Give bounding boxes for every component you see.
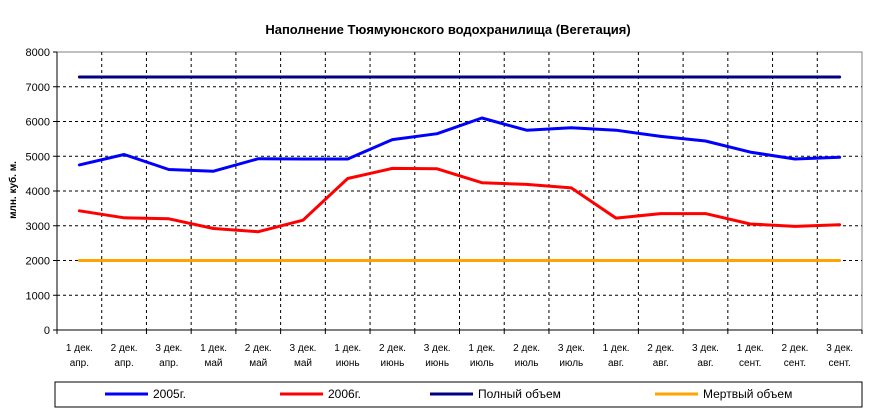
y-tick-label: 0 — [44, 325, 50, 337]
plot-area: 0 1000 2000 3000 4000 5000 6000 7000 8000 1 дек. а… — [26, 47, 863, 369]
x-tick-label: 1 дек. — [66, 343, 93, 354]
y-tick-label: 1000 — [26, 290, 50, 302]
x-tick-label-month: авг. — [653, 358, 669, 369]
x-tick-label-month: апр. — [70, 358, 89, 369]
x-tick-label-month: май — [294, 358, 312, 369]
chart-title: Наполнение Тюямуюнского водохранилища (В… — [265, 22, 630, 37]
x-tick-label-month: июль — [470, 358, 494, 369]
x-tick-label-month: июль — [515, 358, 539, 369]
x-tick-label-month: сент. — [828, 358, 850, 369]
x-tick-label: 2 дек. — [513, 343, 540, 354]
y-tick-label: 2000 — [26, 256, 50, 268]
y-tick-label: 5000 — [26, 151, 50, 163]
legend-label: Полный объем — [478, 387, 561, 401]
y-tick-label: 6000 — [26, 117, 50, 129]
x-tick-label: 3 дек. — [155, 343, 182, 354]
x-tick-label-month: июнь — [336, 358, 360, 369]
x-tick-label-month: апр. — [159, 358, 178, 369]
x-tick-label: 3 дек. — [424, 343, 451, 354]
x-tick-label: 2 дек. — [647, 343, 674, 354]
x-tick-label-month: авг. — [608, 358, 624, 369]
y-tick-label: 8000 — [26, 47, 50, 59]
y-tick-label: 7000 — [26, 82, 50, 94]
x-tick-label-month: июнь — [425, 358, 449, 369]
x-tick-label-month: апр. — [114, 358, 133, 369]
x-tick-label-month: май — [249, 358, 267, 369]
x-tick-label: 2 дек. — [781, 343, 808, 354]
legend-label: Мертвый объем — [703, 387, 792, 401]
x-tick-label: 3 дек. — [826, 343, 853, 354]
x-tick-label: 2 дек. — [245, 343, 272, 354]
x-tick-label: 3 дек. — [290, 343, 317, 354]
x-tick-label: 1 дек. — [603, 343, 630, 354]
x-tick-label: 3 дек. — [692, 343, 719, 354]
y-tick-label: 4000 — [26, 186, 50, 198]
legend-label: 2006г. — [328, 387, 361, 401]
x-tick-label: 2 дек. — [111, 343, 138, 354]
series-line-2 — [77, 166, 842, 234]
x-tick-label: 3 дек. — [558, 343, 585, 354]
x-tick-label: 1 дек. — [200, 343, 227, 354]
legend: 2005г. 2006г. Полный объем Мертвый объем — [54, 381, 863, 408]
x-tick-label: 1 дек. — [737, 343, 764, 354]
y-tick-label: 3000 — [26, 221, 50, 233]
x-tick-label-month: авг. — [697, 358, 713, 369]
x-tick-label-month: сент. — [739, 358, 761, 369]
x-tick-label-month: июль — [559, 358, 583, 369]
x-tick-label: 1 дек. — [468, 343, 495, 354]
x-tick-label: 2 дек. — [379, 343, 406, 354]
x-tick-label-month: сент. — [784, 358, 806, 369]
x-tick-label-month: июнь — [381, 358, 405, 369]
y-axis-label: млн. куб. м. — [7, 161, 19, 219]
series-line-1 — [77, 116, 842, 173]
legend-label: 2005г. — [153, 387, 186, 401]
x-tick-label: 1 дек. — [334, 343, 361, 354]
x-tick-label-month: май — [205, 358, 223, 369]
